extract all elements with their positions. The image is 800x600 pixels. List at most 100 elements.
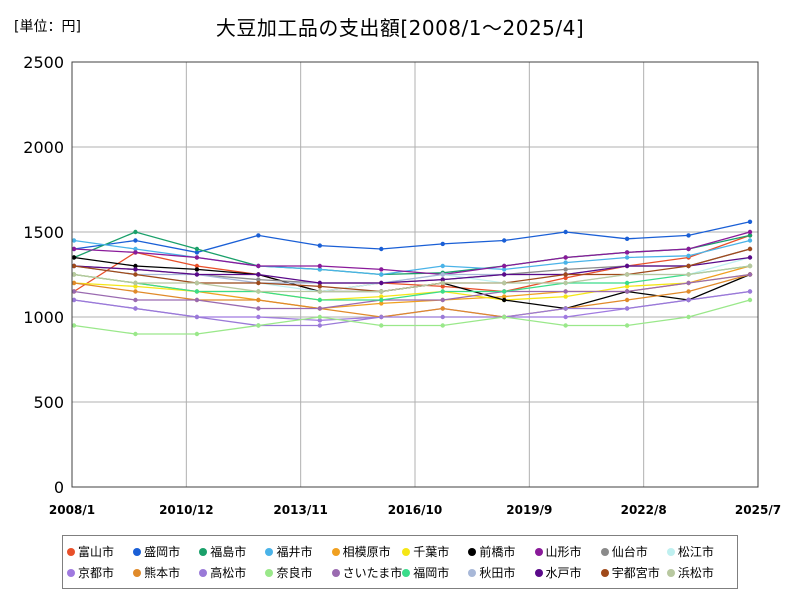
plot-frame bbox=[71, 61, 759, 488]
data-point bbox=[501, 263, 507, 269]
data-point bbox=[317, 280, 323, 286]
legend-label: 福岡市 bbox=[413, 566, 450, 580]
legend-label: 奈良市 bbox=[276, 566, 313, 580]
data-point bbox=[686, 233, 691, 238]
data-point bbox=[440, 284, 445, 289]
x-axis-ticks: 2008/1 2010/12 2013/11 2016/10 2019/9 2022/8 2… bbox=[49, 503, 781, 517]
legend-item: 千葉市 bbox=[402, 543, 468, 560]
x-tick-label: 2008/1 bbox=[49, 503, 95, 517]
legend-item: 相模原市 bbox=[331, 543, 403, 560]
data-point bbox=[624, 306, 630, 311]
data-point bbox=[686, 297, 691, 303]
legend-label: 相模原市 bbox=[342, 545, 391, 559]
unit-label: [単位：円] bbox=[14, 19, 81, 35]
data-point bbox=[501, 272, 507, 277]
data-point bbox=[379, 314, 384, 320]
series-line bbox=[73, 273, 751, 318]
legend-label: 松江市 bbox=[677, 545, 714, 559]
data-point bbox=[194, 331, 200, 337]
data-point bbox=[686, 272, 691, 277]
legend-label: 秋田市 bbox=[479, 566, 516, 580]
data-point bbox=[686, 289, 691, 294]
data-point bbox=[133, 280, 138, 286]
legend-marker bbox=[199, 568, 208, 577]
data-point bbox=[133, 229, 138, 235]
legend-label: 福井市 bbox=[276, 545, 313, 559]
data-point bbox=[563, 294, 568, 299]
data-point bbox=[256, 280, 261, 286]
legend-item: 福岡市 bbox=[402, 564, 468, 581]
legend-item: 松江市 bbox=[666, 543, 733, 560]
data-point bbox=[440, 277, 445, 282]
series-line bbox=[73, 273, 751, 310]
data-point bbox=[379, 323, 384, 328]
data-point bbox=[256, 306, 261, 311]
data-point bbox=[501, 280, 507, 286]
legend-marker bbox=[666, 547, 675, 556]
legend-label: 仙台市 bbox=[611, 545, 648, 559]
chart-title: 大豆加工品の支出額[2008/1～2025/4] bbox=[215, 16, 585, 40]
legend-marker bbox=[265, 568, 274, 577]
data-point bbox=[194, 280, 200, 286]
data-point bbox=[440, 263, 445, 269]
legend-label: さいたま市 bbox=[342, 566, 403, 580]
legend-item: 宇都宮市 bbox=[600, 564, 667, 581]
legend-marker bbox=[402, 547, 411, 556]
legend-marker bbox=[600, 547, 609, 556]
legend-label: 山形市 bbox=[545, 545, 582, 559]
legend-label: 熊本市 bbox=[144, 566, 181, 580]
legend-item: 仙台市 bbox=[600, 543, 667, 560]
series-line bbox=[73, 290, 751, 327]
data-point bbox=[440, 280, 445, 286]
legend-item: さいたま市 bbox=[331, 564, 403, 581]
legend-marker bbox=[331, 568, 340, 577]
series-line bbox=[73, 239, 751, 276]
data-point bbox=[563, 280, 568, 286]
data-point bbox=[317, 284, 323, 289]
data-point bbox=[133, 238, 138, 243]
legend-label: 千葉市 bbox=[413, 545, 450, 559]
legend-item: 山形市 bbox=[534, 543, 601, 560]
data-point bbox=[256, 289, 261, 294]
legend-label: 浜松市 bbox=[677, 566, 714, 580]
data-point bbox=[379, 301, 384, 306]
data-point bbox=[440, 306, 445, 311]
data-point bbox=[747, 219, 753, 224]
data-point bbox=[71, 297, 77, 303]
data-point bbox=[624, 284, 630, 289]
x-tick-label: 2025/7 bbox=[735, 503, 781, 517]
data-point bbox=[563, 272, 568, 277]
data-point bbox=[501, 294, 507, 299]
data-point bbox=[440, 323, 445, 328]
data-point bbox=[133, 250, 138, 255]
legend-marker bbox=[133, 547, 142, 556]
data-point bbox=[440, 272, 445, 277]
legend-marker bbox=[468, 568, 477, 577]
data-point bbox=[133, 267, 138, 272]
y-tick-label: 1000 bbox=[23, 308, 64, 327]
data-point bbox=[686, 263, 691, 269]
series-7 bbox=[71, 229, 753, 277]
data-point bbox=[379, 280, 384, 286]
data-point bbox=[71, 238, 77, 243]
data-point bbox=[194, 267, 200, 272]
y-tick-label: 2000 bbox=[23, 138, 64, 157]
data-point bbox=[194, 297, 200, 303]
data-point bbox=[133, 246, 138, 252]
x-tick-label: 2010/12 bbox=[159, 503, 213, 517]
data-point bbox=[317, 263, 323, 269]
legend-label: 富山市 bbox=[78, 545, 115, 559]
data-point bbox=[317, 297, 323, 303]
legend-label: 水戸市 bbox=[545, 566, 582, 580]
x-tick-label: 2013/11 bbox=[273, 503, 327, 517]
data-point bbox=[624, 280, 630, 286]
series-line bbox=[73, 221, 751, 254]
data-point bbox=[686, 253, 691, 258]
data-point bbox=[563, 289, 568, 294]
data-point bbox=[317, 267, 323, 272]
legend-marker bbox=[534, 547, 543, 556]
data-point bbox=[317, 306, 323, 311]
data-point bbox=[563, 275, 568, 281]
data-point bbox=[133, 284, 138, 289]
data-point bbox=[133, 289, 138, 294]
